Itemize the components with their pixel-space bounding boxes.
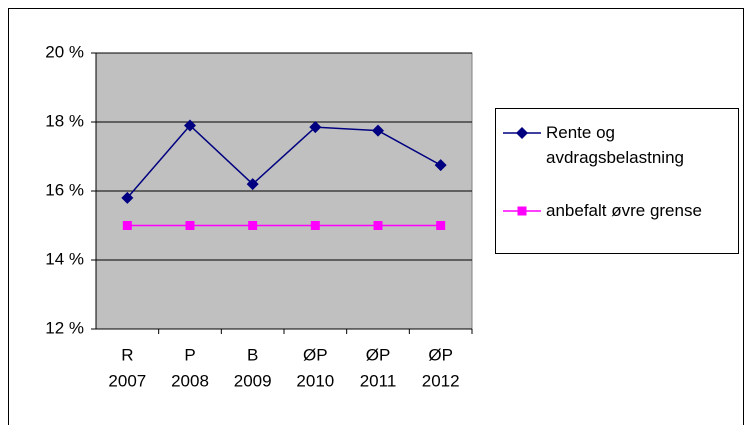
marker <box>373 221 383 230</box>
legend-marker <box>516 127 528 139</box>
series-line <box>126 124 442 199</box>
y-tick-label: 16 % <box>45 180 84 199</box>
x-tick-label: 2010 <box>296 371 334 390</box>
marker <box>121 191 134 204</box>
marker <box>309 121 322 134</box>
marker <box>436 221 446 230</box>
legend-marker <box>517 206 527 216</box>
marker <box>310 221 320 230</box>
legend-label: anbefalt øvre grense <box>546 201 702 220</box>
x-tick-label: R <box>121 345 133 364</box>
marker <box>184 119 196 132</box>
x-tick-label: 2009 <box>234 371 272 390</box>
x-tick-label: ØP <box>303 345 328 364</box>
y-tick-label: 18 % <box>45 111 84 130</box>
x-tick-label: ØP <box>428 345 453 364</box>
y-tick-label: 14 % <box>45 249 84 268</box>
marker <box>434 159 447 172</box>
x-tick-label: 2007 <box>108 371 146 390</box>
legend-label: Rente og avdragsbelastning <box>546 123 684 167</box>
y-tick-label: 12 % <box>45 318 84 337</box>
x-tick-label: 2011 <box>360 371 397 390</box>
x-tick-label: P <box>184 345 195 364</box>
marker <box>372 124 384 137</box>
y-tick-label: 20 % <box>45 42 84 61</box>
marker <box>122 221 132 230</box>
marker <box>248 221 258 230</box>
x-tick-label: 2012 <box>422 371 460 390</box>
x-tick-label: 2008 <box>171 371 209 390</box>
marker <box>246 178 259 191</box>
x-tick-label: B <box>247 345 258 364</box>
marker <box>185 221 195 230</box>
x-tick-label: ØP <box>366 345 391 364</box>
